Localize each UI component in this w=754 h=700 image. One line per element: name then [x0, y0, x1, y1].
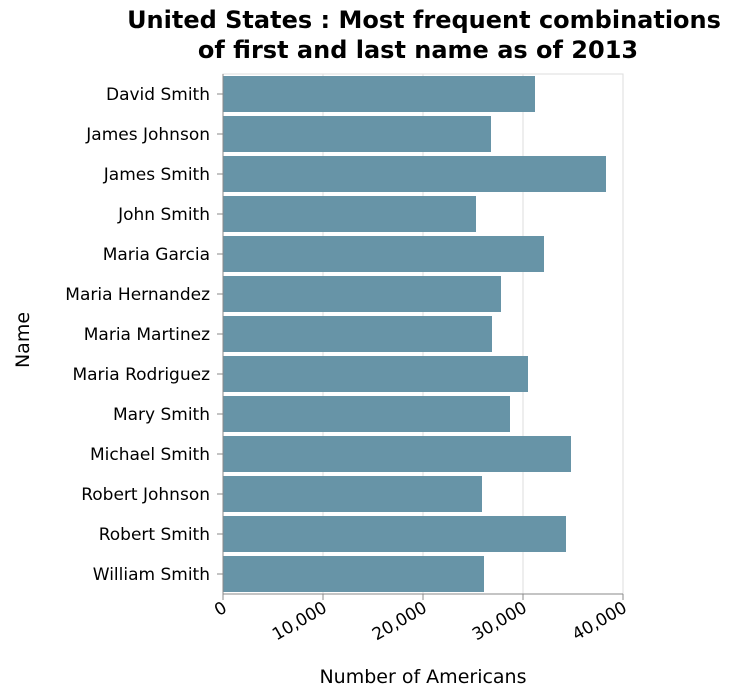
bar	[223, 236, 544, 272]
x-tick-label: 0	[211, 598, 230, 621]
bar	[223, 476, 482, 512]
category-label: Michael Smith	[90, 445, 210, 465]
x-tick-label: 30,000	[469, 598, 531, 645]
bar	[223, 356, 528, 392]
bar	[223, 76, 535, 112]
category-label: William Smith	[93, 565, 210, 585]
x-tick-label: 40,000	[569, 598, 631, 645]
bars	[223, 76, 606, 592]
bar	[223, 316, 492, 352]
category-label: Maria Hernandez	[65, 285, 210, 305]
chart-title-line-1: United States : Most frequent combinatio…	[127, 6, 721, 34]
bar	[223, 156, 606, 192]
category-label: James Smith	[103, 165, 210, 185]
bar	[223, 396, 510, 432]
y-axis: David Smith James Johnson James Smith John …	[65, 74, 224, 594]
x-tick-label: 10,000	[269, 598, 331, 645]
y-axis-title: Name	[12, 312, 34, 368]
bar	[223, 436, 571, 472]
bar	[223, 116, 491, 152]
category-label: Maria Garcia	[103, 245, 210, 265]
category-label: Robert Smith	[99, 525, 210, 545]
x-axis-title: Number of Americans	[319, 666, 526, 688]
bar	[223, 516, 566, 552]
bar	[223, 196, 476, 232]
category-label: Maria Rodriguez	[72, 365, 210, 385]
category-label: Maria Martinez	[84, 325, 210, 345]
category-label: Robert Johnson	[81, 485, 210, 505]
chart-title-line-2: of first and last name as of 2013	[198, 36, 638, 64]
category-label: John Smith	[117, 205, 210, 225]
category-label: James Johnson	[85, 125, 210, 145]
bar	[223, 556, 484, 592]
x-axis: 0 10,000 20,000 30,000 40,000	[211, 593, 631, 645]
x-tick-label: 20,000	[369, 598, 431, 645]
category-label: David Smith	[106, 85, 210, 105]
bar	[223, 276, 501, 312]
category-label: Mary Smith	[113, 405, 210, 425]
